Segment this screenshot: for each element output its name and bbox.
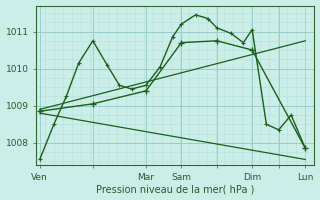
X-axis label: Pression niveau de la mer( hPa ): Pression niveau de la mer( hPa ) [96, 184, 254, 194]
